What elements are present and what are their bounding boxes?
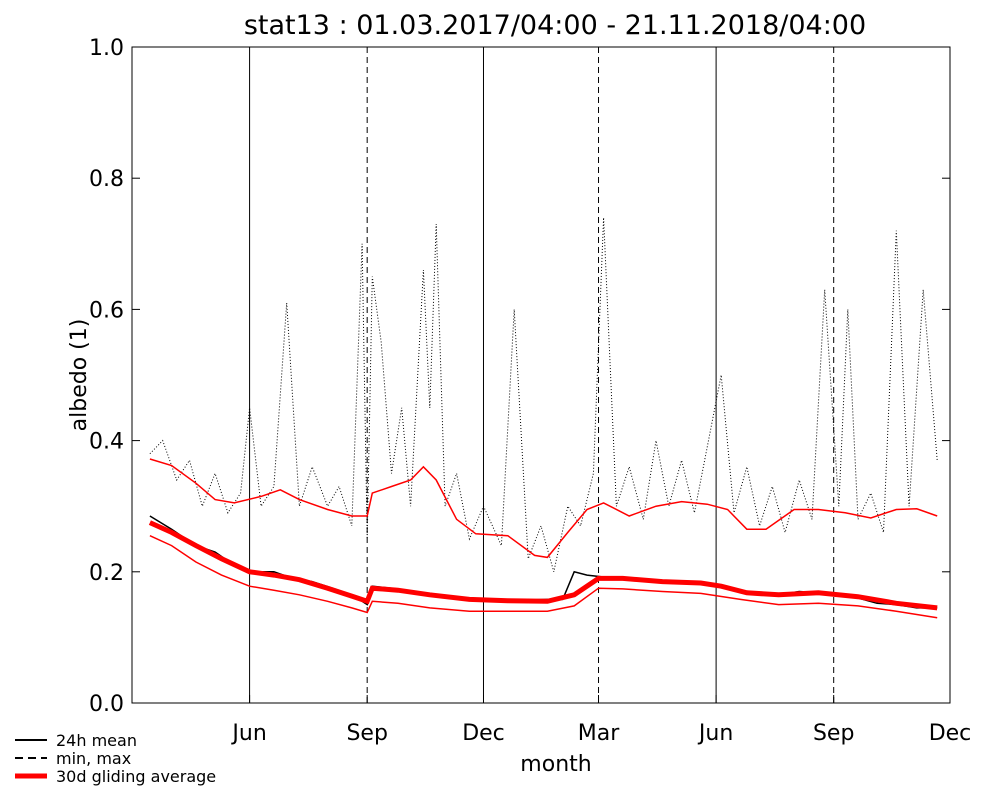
- y-tick-label: 0.2: [89, 561, 124, 586]
- legend-label-2: 30d gliding average: [56, 767, 216, 786]
- y-tick-label: 0.4: [89, 430, 124, 455]
- plot-area-frame: [131, 46, 951, 704]
- y-axis-ticks: 0.0 0.2 0.4 0.6 0.8 1.0: [89, 36, 950, 717]
- y-tick-label: 0.6: [89, 298, 124, 323]
- y-tick-label: 0.8: [89, 167, 124, 192]
- x-tick-label: Sep: [813, 721, 854, 746]
- y-tick-label: 1.0: [89, 36, 124, 61]
- x-axis-ticks: Jun Sep Dec Mar Jun Sep Dec: [230, 695, 971, 746]
- series-30d-gliding-average-max: [149, 458, 938, 559]
- series-30d-gliding-average: [148, 520, 938, 611]
- legend-label-0: 24h mean: [56, 731, 137, 750]
- y-axis-label: albedo (1): [67, 319, 92, 432]
- series-30d-gliding-average-min: [149, 535, 938, 619]
- x-tick-label: Dec: [462, 721, 505, 746]
- x-tick-label: Jun: [697, 721, 733, 746]
- x-axis-label: month: [520, 752, 591, 777]
- chart-title: stat13 : 01.03.2017/04:00 - 21.11.2018/0…: [244, 10, 866, 41]
- x-tick-label: Jun: [230, 721, 266, 746]
- x-tick-label: Sep: [346, 721, 387, 746]
- month-divider-lines: [131, 47, 835, 703]
- series-min-max: [149, 217, 938, 572]
- x-tick-label: Dec: [929, 721, 972, 746]
- y-tick-label: 0.0: [89, 692, 124, 717]
- x-tick-label: Mar: [578, 721, 620, 746]
- data-series: [148, 217, 938, 619]
- legend-label-1: min, max: [56, 749, 131, 768]
